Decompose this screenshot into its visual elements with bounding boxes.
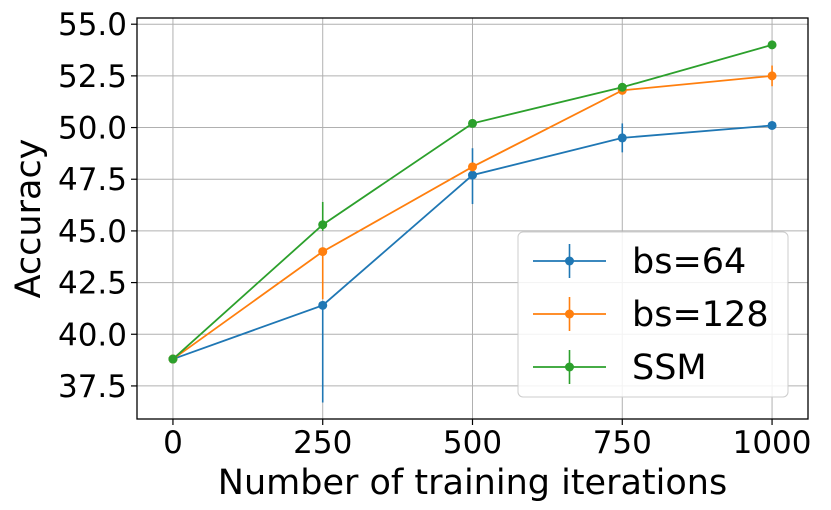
data-point <box>318 220 328 230</box>
x-tick-label: 750 <box>593 425 652 461</box>
y-tick-label: 55.0 <box>58 7 127 43</box>
legend: bs=64 bs=128 SSM <box>517 231 789 398</box>
legend-marker <box>565 362 574 372</box>
legend-label: bs=64 <box>632 242 746 282</box>
legend-item: SSM <box>533 348 707 388</box>
legend-marker <box>565 256 574 266</box>
data-point <box>468 162 477 172</box>
y-tick-label: 42.5 <box>58 266 127 302</box>
data-point <box>617 133 627 143</box>
data-point <box>168 354 178 364</box>
y-tick-label: 47.5 <box>58 162 127 198</box>
data-point <box>617 82 627 92</box>
data-point <box>468 170 477 180</box>
legend-label: bs=128 <box>632 295 769 335</box>
series-layer <box>168 40 777 403</box>
x-tick-label: 0 <box>163 425 183 461</box>
series-ssm <box>168 40 777 364</box>
legend-item: bs=64 <box>533 242 746 282</box>
y-tick-label: 52.5 <box>58 59 127 95</box>
x-tick-label: 500 <box>443 425 502 461</box>
data-point <box>318 247 328 257</box>
y-tick-label: 40.0 <box>58 317 127 353</box>
data-point <box>318 300 328 310</box>
grid <box>137 18 808 419</box>
data-point <box>468 118 477 128</box>
data-point <box>767 120 777 130</box>
x-tick-label: 250 <box>293 425 352 461</box>
legend-item: bs=128 <box>533 295 769 335</box>
y-tick-label: 37.5 <box>58 369 127 405</box>
data-point <box>767 40 777 50</box>
y-tick-label: 50.0 <box>58 111 127 147</box>
y-tick-label: 45.0 <box>58 214 127 250</box>
ticks: 0 250 500 750 1000 37.5 40.0 42.5 45.0 47.5 50.0 52… <box>58 7 812 461</box>
legend-label: SSM <box>632 348 707 388</box>
legend-box <box>517 231 789 398</box>
x-tick-label: 1000 <box>733 425 812 461</box>
legend-marker <box>565 309 574 319</box>
y-axis-label: Accuracy <box>9 139 49 299</box>
x-axis-label: Number of training iterations <box>218 463 727 503</box>
data-point <box>767 71 777 81</box>
